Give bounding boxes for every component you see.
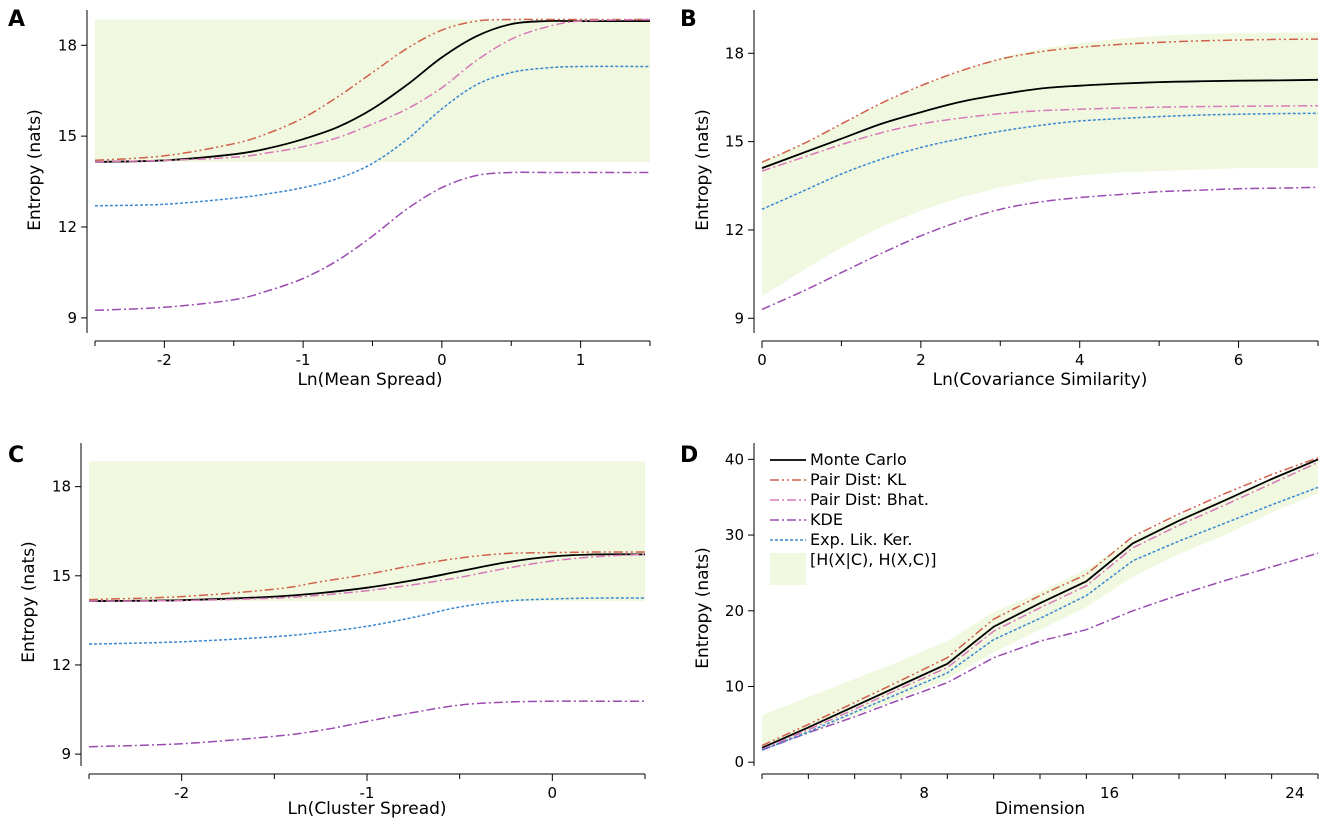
panel-b-xlabel: Ln(Covariance Similarity) [933,370,1148,390]
legend-label-pair-dist-kl: Pair Dist: KL [810,470,906,489]
panel-a-band [95,19,650,162]
panel-d-xlabel: Dimension [995,799,1085,819]
panel-d-series-pair-dist-kl [761,457,1319,747]
panel-a-y-tick-label: 12 [58,218,77,236]
panel-a-series-kde [94,171,650,312]
panel-a-xlabel: Ln(Mean Spread) [297,370,442,390]
panel-b-band [762,32,1318,297]
panel-a-y-tick-label: 15 [58,127,77,145]
panel-c-ylabel: Entropy (nats) [19,541,39,662]
legend-label-kde: KDE [810,510,843,529]
panel-c-x-tick-label: 0 [548,784,558,802]
panel-a-y-tick-label: 18 [58,36,77,54]
panel-a-y-tick-label: 9 [67,309,77,327]
legend-label-monte-carlo: Monte Carlo [810,450,907,469]
panel-c-series-pair-dist-bhat [88,553,646,602]
panel-b-x-tick-label: 6 [1234,351,1244,369]
panel-d-y-tick-label: 40 [725,450,744,468]
panel-d-y-tick-label: 20 [725,602,744,620]
panel-a: A -2 -1 0 1 9 12 15 18 Ln(Mean Spread) Entropy … [8,7,651,390]
panel-b-y-tick-label: 9 [734,309,744,327]
panel-a-x-tick-label: -1 [296,351,311,369]
panel-b-y-tick-label: 18 [725,44,744,62]
panel-d-y-tick-label: 10 [725,678,744,696]
panel-c-xlabel: Ln(Cluster Spread) [287,799,446,819]
panel-b-x-tick-label: 0 [757,351,767,369]
panel-b-ylabel: Entropy (nats) [693,109,713,230]
panel-b-series-exp-lik-ker [761,112,1319,210]
panel-a-plot: -2 -1 0 1 9 12 15 18 [58,10,651,369]
panel-c-x-tick-label: -2 [174,784,189,802]
panel-b-label: B [680,7,697,32]
panel-b-y-tick-label: 15 [725,133,744,151]
panel-a-x-tick-label: 0 [437,351,447,369]
legend-label-exp-lik-ker: Exp. Lik. Ker. [810,530,912,549]
panel-b-series-monte-carlo [761,78,1319,169]
panel-d-x-tick-label: 24 [1285,784,1304,802]
panel-d-ylabel: Entropy (nats) [693,547,713,668]
legend-label-band: [H(X|C), H(X,C)] [810,550,936,569]
panel-a-series-pair-dist-kl [94,18,650,162]
panel-d-y-tick-label: 30 [725,526,744,544]
panel-c-x-tick-label: -1 [360,784,375,802]
panel-b-series-pair-dist-bhat [761,104,1319,172]
panel-c-y-tick-label: 18 [52,478,71,496]
panel-d-x-tick-label: 8 [919,784,929,802]
panel-a-ylabel: Entropy (nats) [25,109,45,230]
panel-a-x-tick-label: -2 [157,351,172,369]
panel-b-series-pair-dist-kl [761,38,1319,163]
panel-d-series-kde [761,552,1319,751]
panel-d-plot: 8 16 24 0 10 20 30 40 [725,443,1319,802]
panel-c-band [89,461,645,602]
panel-a-series-monte-carlo [94,19,650,163]
panel-b-x-tick-label: 2 [916,351,926,369]
legend-label-pair-dist-bhat: Pair Dist: Bhat. [810,490,929,509]
panel-d-y-tick-label: 0 [734,753,744,771]
panel-d-series-pair-dist-bhat [761,461,1319,750]
panel-a-label: A [8,7,25,32]
panel-d-label: D [680,443,698,468]
panel-c-series-exp-lik-ker [88,597,646,645]
panel-d: D 8 16 24 0 10 20 30 40 Dimension Entropy (nats… [680,443,1319,819]
panel-b-plot: 0 2 4 6 9 12 15 18 [725,10,1319,369]
panel-a-series-exp-lik-ker [94,65,651,207]
panel-c-y-tick-label: 9 [61,745,71,763]
panel-d-x-tick-label: 16 [1100,784,1119,802]
panel-d-series-monte-carlo [761,458,1319,749]
panel-c-y-tick-label: 15 [52,567,71,585]
panel-d-series-exp-lik-ker [761,486,1319,751]
panel-c-series-kde [88,700,645,748]
panel-a-x-tick-label: 1 [576,351,586,369]
panel-c-label: C [8,443,24,468]
panel-d-band [762,459,1318,751]
legend-swatch-band [770,553,806,585]
panel-a-series-pair-dist-bhat [94,18,651,163]
panel-c-plot: -2 -1 0 9 12 15 18 [52,443,646,802]
panel-b-x-tick-label: 4 [1075,351,1085,369]
panel-c-y-tick-label: 12 [52,656,71,674]
panel-b-y-tick-label: 12 [725,221,744,239]
panel-c-series-pair-dist-kl [88,551,646,601]
panel-c-series-monte-carlo [88,553,646,602]
panel-c: C -2 -1 0 9 12 15 18 Ln(Cluster Spread) Entrop… [8,443,646,819]
